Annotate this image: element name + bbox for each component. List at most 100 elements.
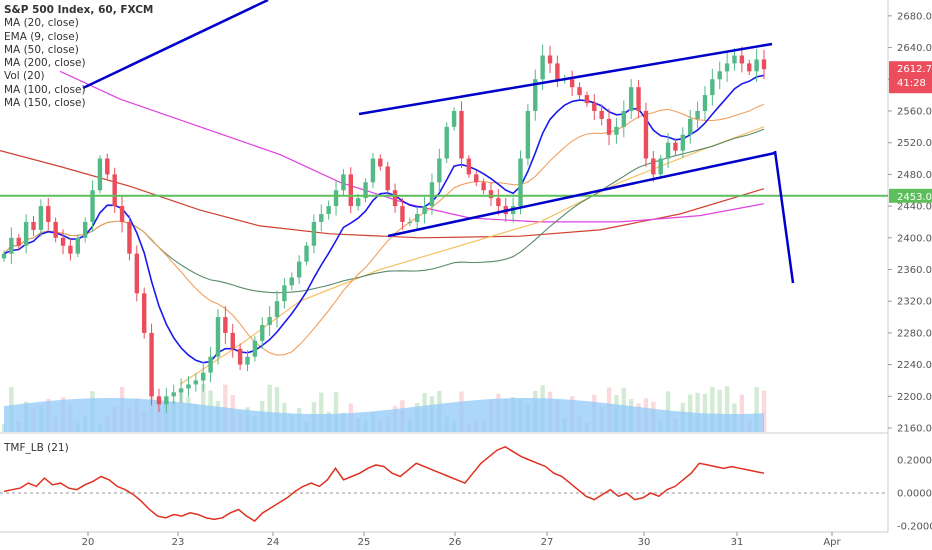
candle-body	[680, 134, 686, 151]
legend-vol[interactable]: Vol (20)	[4, 70, 45, 83]
candle-body	[717, 71, 722, 80]
candle-body	[164, 396, 169, 405]
volume-bar	[754, 387, 759, 432]
osc-tick-label: -0.2000	[897, 522, 932, 533]
candle-body	[223, 317, 228, 333]
candle-body	[245, 356, 250, 365]
candle-body	[481, 182, 486, 191]
volume-bar	[739, 394, 745, 432]
volume-bar	[1, 424, 7, 432]
volume-bar	[333, 392, 339, 432]
volume-bar	[319, 392, 324, 432]
x-tick-label: 27	[541, 537, 554, 548]
candle-body	[533, 79, 538, 111]
candle-body	[429, 182, 435, 207]
candle-body	[643, 110, 649, 159]
candle-body	[400, 206, 405, 222]
candle-body	[201, 372, 206, 381]
osc-tick-label: 0.0000	[897, 489, 932, 500]
x-tick-label: 31	[731, 537, 744, 548]
candle-body	[296, 261, 302, 278]
candle-body	[370, 158, 376, 183]
y-tick-label: 2280.0	[897, 328, 932, 339]
trend-line	[82, 0, 269, 90]
candle-body	[186, 384, 191, 389]
volume-bar	[274, 387, 280, 432]
candle-body	[97, 158, 103, 191]
candle-body	[260, 324, 265, 341]
candle-body	[710, 79, 715, 96]
candle-body	[555, 63, 560, 80]
legend-ma20[interactable]: MA (20, close)	[4, 17, 79, 30]
candle-body	[606, 118, 612, 135]
candle-body	[437, 158, 442, 183]
candle-body	[496, 198, 501, 207]
candle-body	[282, 285, 287, 302]
legend-ma50[interactable]: MA (50, close)	[4, 43, 79, 56]
candle-body	[237, 348, 243, 365]
legend-ma200[interactable]: MA (200, close)	[4, 57, 86, 70]
candle-body	[274, 301, 280, 318]
moving-averages	[0, 70, 765, 385]
price-badge	[889, 61, 932, 94]
y-tick-label: 2240.0	[897, 360, 932, 371]
symbol-title[interactable]: S&P 500 Index, 60, FXCM	[4, 4, 154, 16]
candle-body	[68, 245, 73, 254]
candle-body	[60, 237, 66, 246]
tmf-line	[3, 445, 765, 522]
candle-body	[614, 126, 619, 135]
x-tick-label: Apr	[823, 537, 841, 548]
candle-body	[90, 190, 95, 222]
candle-body	[592, 103, 597, 111]
candle-body	[363, 182, 368, 199]
candle-body	[702, 95, 708, 111]
candle-body	[311, 221, 317, 246]
candle-body	[127, 221, 132, 254]
candle-body	[739, 55, 745, 64]
osc-tick-label: 0.2000	[897, 456, 932, 467]
y-tick-label: 2200.0	[897, 392, 932, 403]
candle-body	[422, 206, 427, 215]
candle-body	[171, 392, 176, 397]
candle-body	[156, 396, 162, 405]
oscillator-label[interactable]: TMF_LB (21)	[4, 442, 69, 454]
candle-body	[444, 126, 449, 159]
trend-line	[773, 150, 795, 284]
candle-body	[754, 59, 759, 72]
candle-body	[31, 221, 36, 230]
volume-bar	[724, 386, 730, 432]
legend-ma100[interactable]: MA (100, close)	[4, 83, 86, 96]
candle-body	[326, 206, 331, 215]
candle-body	[208, 356, 213, 373]
candle-body	[761, 59, 767, 70]
candle-body	[23, 221, 29, 246]
candle-body	[459, 110, 464, 159]
x-tick-label: 25	[358, 537, 371, 548]
candle-body	[621, 110, 627, 127]
candle-body	[474, 174, 479, 183]
candle-body	[141, 293, 147, 333]
candle-body	[695, 110, 700, 119]
trend-lines[interactable]	[0, 0, 888, 284]
candle-body	[289, 277, 294, 286]
y-tick-label: 2480.0	[897, 170, 932, 181]
y-tick-label: 2640.0	[897, 43, 932, 54]
candle-body	[82, 221, 88, 238]
volume-bars	[1, 384, 767, 432]
volume-ma-area	[4, 398, 764, 432]
candle-body	[688, 118, 693, 135]
x-tick-label: 24	[267, 537, 280, 548]
candle-body	[569, 79, 575, 88]
candle-body	[304, 245, 309, 262]
legend-ema9[interactable]: EMA (9, close)	[4, 30, 79, 43]
candle-body	[252, 340, 258, 357]
legend-ma150[interactable]: MA (150, close)	[4, 97, 86, 110]
candle-body	[628, 87, 634, 111]
price-axis[interactable]: 2680.02640.02600.02560.02520.02480.02440…	[888, 11, 932, 533]
candle-body	[1, 253, 7, 259]
candle-body	[407, 221, 413, 223]
candle-body	[355, 198, 361, 207]
time-axis[interactable]: 20 23 24 25 26 27 30 31 Apr	[82, 532, 842, 548]
candle-body	[392, 190, 398, 207]
